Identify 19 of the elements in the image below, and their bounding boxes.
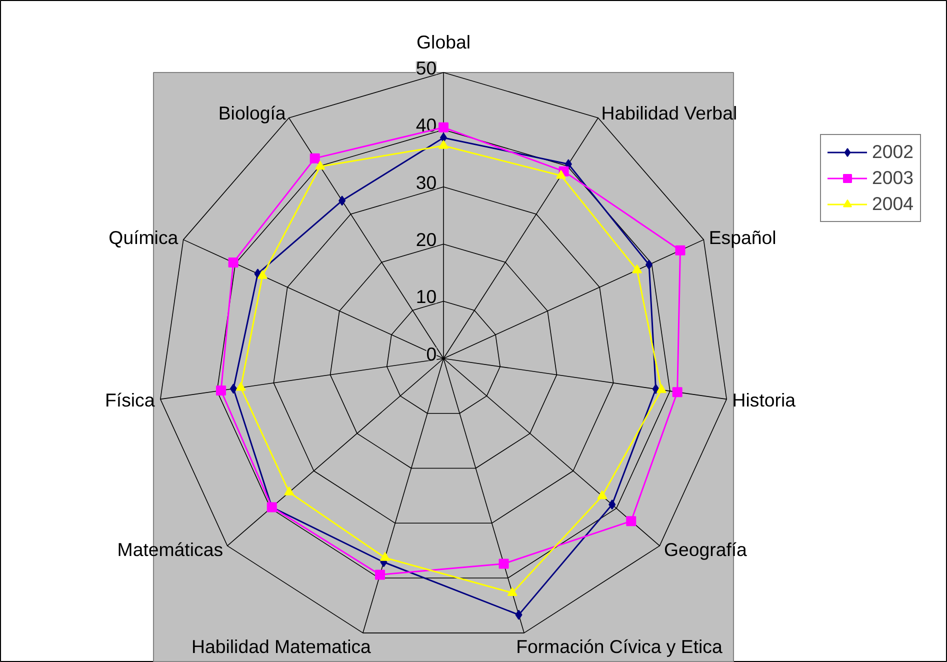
legend-label: 2003 bbox=[872, 167, 914, 189]
spoke-label: Habilidad Matematica bbox=[192, 636, 372, 657]
spoke-label: Español bbox=[708, 226, 776, 248]
spoke-label: Química bbox=[108, 226, 179, 248]
y-tick-label: 50 bbox=[416, 57, 437, 78]
spoke-label: Habilidad Verbal bbox=[601, 102, 738, 124]
y-tick-label: 30 bbox=[416, 172, 437, 193]
y-tick-label: 0 bbox=[426, 343, 437, 364]
spoke-label: Física bbox=[104, 390, 156, 411]
y-tick-label: 20 bbox=[416, 229, 437, 250]
y-tick-label: 10 bbox=[416, 286, 437, 308]
spoke-label: Formación Cívica y Etica bbox=[516, 636, 724, 657]
legend-label: 2004 bbox=[872, 193, 914, 215]
spoke-label: Historia bbox=[732, 390, 796, 411]
spoke-label: Matemáticas bbox=[117, 539, 224, 560]
spoke-label: Global bbox=[416, 31, 470, 52]
spoke-label: Geografía bbox=[664, 539, 748, 560]
spoke-label: Biología bbox=[218, 102, 286, 124]
legend-label: 2002 bbox=[872, 141, 914, 163]
